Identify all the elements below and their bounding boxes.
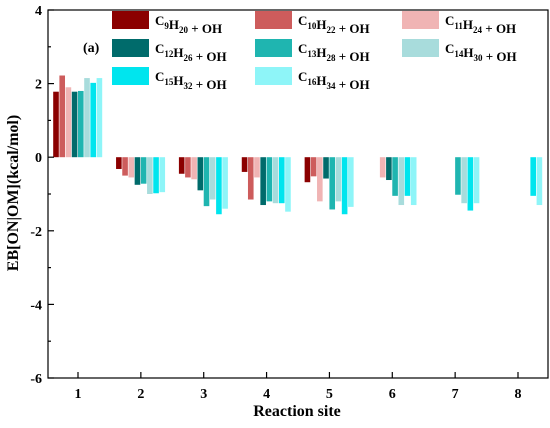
legend: C9H20 + OH C10H22 + OH C11H24 + OH C12H26 +… [112, 11, 517, 92]
bar [536, 157, 543, 206]
bar [90, 82, 96, 158]
y-tick-label: -6 [30, 372, 42, 387]
bar [147, 157, 153, 194]
legend-swatch [112, 67, 149, 85]
y-tick-label: 4 [35, 4, 42, 19]
legend-swatch [402, 39, 439, 57]
bar [341, 157, 348, 215]
bar [404, 157, 411, 196]
x-tick-label: 1 [75, 387, 82, 402]
bar [59, 75, 65, 158]
bar [392, 157, 398, 196]
bar [386, 157, 392, 181]
legend-swatch [255, 67, 292, 85]
bar [467, 157, 474, 211]
bar [530, 157, 536, 196]
bar [153, 157, 159, 194]
legend-label: C10H22 + OH [298, 13, 370, 36]
bar [304, 157, 311, 183]
x-tick-label: 5 [326, 387, 333, 402]
bar [191, 157, 197, 180]
bar [379, 157, 386, 178]
bar [71, 91, 78, 158]
bar [65, 87, 72, 158]
bar [241, 157, 248, 172]
bar [266, 157, 273, 202]
bar [185, 157, 191, 178]
bar [272, 157, 279, 204]
bar [317, 157, 323, 202]
bar [53, 91, 59, 158]
legend-item: C12H26 + OH [112, 39, 227, 64]
axes-layer: -6 -4 -2 0 2 4 1 2 3 4 5 6 7 8 [30, 4, 549, 402]
bar [134, 157, 141, 185]
bar [178, 157, 185, 174]
x-tick-label: 8 [515, 387, 522, 402]
bar [247, 157, 254, 200]
legend-item: C13H28 + OH [255, 39, 370, 64]
bar [128, 157, 135, 178]
bars-layer [53, 75, 543, 215]
bar [96, 78, 103, 158]
legend-swatch [402, 11, 439, 29]
y-axis-title: EB[ON|OM](kcal/mol) [5, 115, 22, 271]
bar [122, 157, 128, 176]
bar [84, 78, 90, 158]
y-tick-label: 2 [35, 78, 42, 93]
bar [323, 157, 329, 179]
legend-label: C13H28 + OH [298, 41, 370, 64]
x-tick-label: 2 [137, 387, 144, 402]
bar [285, 157, 291, 212]
legend-swatch [112, 11, 149, 29]
x-axis-title: Reaction site [253, 403, 341, 420]
x-tick-label: 7 [452, 387, 459, 402]
legend-item: C11H24 + OH [402, 11, 516, 36]
bar [222, 157, 228, 209]
legend-item: C9H20 + OH [112, 11, 222, 36]
legend-item: C16H34 + OH [255, 67, 370, 92]
bar [335, 157, 342, 202]
bar [455, 157, 461, 195]
bar [310, 157, 317, 177]
y-tick-label: 0 [35, 151, 42, 166]
bar [159, 157, 166, 193]
bar [78, 90, 84, 158]
bar [116, 157, 122, 169]
x-tick-label: 6 [389, 387, 396, 402]
bar [473, 157, 480, 204]
legend-label: C14H30 + OH [445, 41, 517, 64]
x-tick-label: 3 [200, 387, 207, 402]
bar [461, 157, 467, 204]
bar [197, 157, 204, 191]
y-tick-label: -4 [30, 298, 42, 313]
bar [203, 157, 210, 207]
legend-swatch [255, 11, 292, 29]
y-tick-label: -2 [30, 225, 42, 240]
bar [398, 157, 405, 206]
bar [348, 157, 354, 207]
bar [410, 157, 417, 206]
bar [216, 157, 222, 215]
legend-label: C11H24 + OH [445, 13, 516, 36]
bar [329, 157, 336, 210]
legend-label: C16H34 + OH [298, 69, 370, 92]
legend-swatch [112, 39, 149, 57]
bar [209, 157, 216, 200]
bar [140, 157, 147, 184]
bar [254, 157, 260, 178]
bar [278, 157, 285, 204]
legend-item: C14H30 + OH [402, 39, 517, 64]
legend-label: C15H32 + OH [155, 69, 227, 92]
bar [260, 157, 266, 206]
legend-item: C10H22 + OH [255, 11, 370, 36]
legend-label: C9H20 + OH [155, 13, 222, 36]
legend-swatch [255, 39, 292, 57]
legend-item: C15H32 + OH [112, 67, 227, 92]
x-tick-label: 4 [263, 387, 270, 402]
panel-label: (a) [83, 41, 100, 56]
legend-label: C12H26 + OH [155, 41, 227, 64]
